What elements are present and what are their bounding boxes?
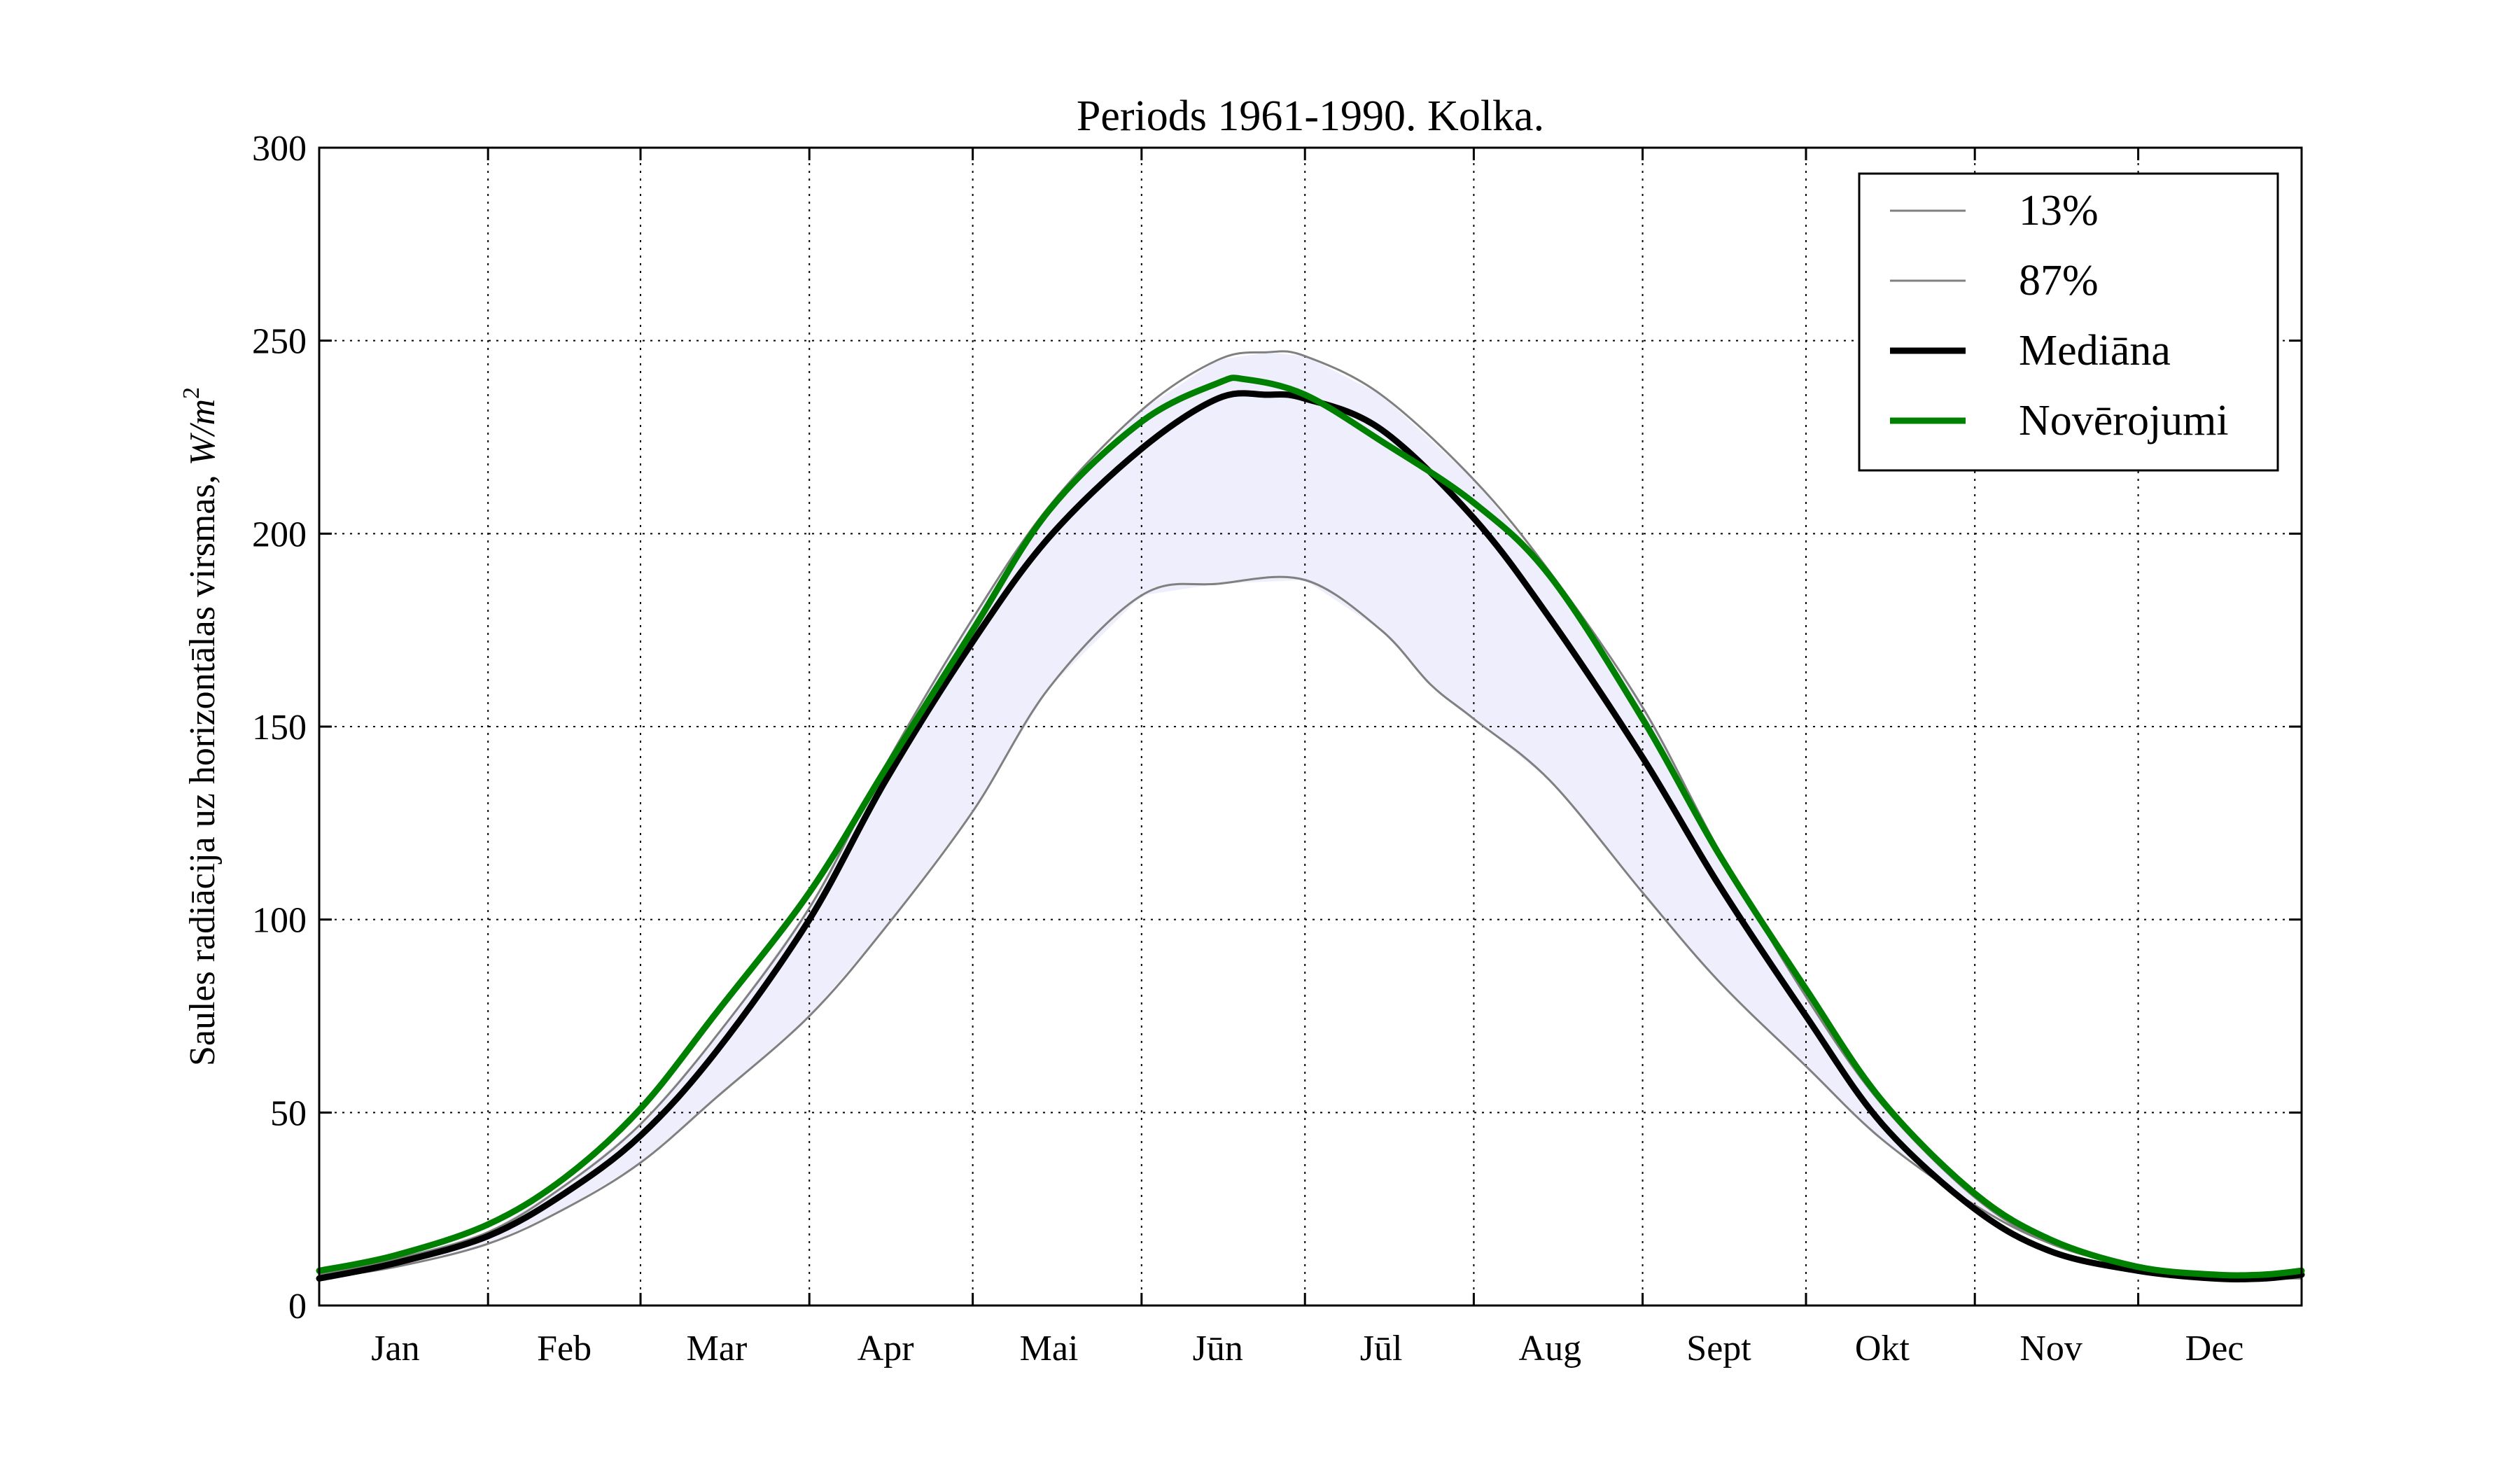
percentile-band-fill — [319, 352, 2302, 1279]
tick-layer: 0 50 100 150 200 250 300 Jan Feb Mar Apr Mai Jūn Jūl A… — [252, 129, 2302, 1368]
x-tick-label: Dec — [2185, 1329, 2244, 1368]
legend-label: Mediāna — [2019, 327, 2171, 374]
x-tick-label: Mar — [687, 1329, 748, 1368]
legend: 13% 87% Mediāna Novērojumi — [1858, 172, 2279, 472]
x-tick-label: Jūn — [1193, 1329, 1243, 1368]
legend-label: 13% — [2019, 187, 2099, 234]
y-tick-label: 250 — [252, 322, 307, 362]
y-tick-label: 100 — [252, 901, 307, 941]
x-tick-label: Feb — [537, 1329, 592, 1368]
x-tick-label: Okt — [1855, 1329, 1910, 1368]
y-tick-label: 200 — [252, 514, 307, 554]
x-tick-label: Aug — [1519, 1329, 1582, 1368]
x-tick-label: Apr — [858, 1329, 914, 1368]
y-tick-label: 0 — [288, 1287, 307, 1326]
y-axis-label: Saules radiācija uz horizontālas virsmas… — [178, 387, 223, 1066]
legend-label: 87% — [2019, 257, 2099, 304]
y-tick-label: 150 — [252, 708, 307, 748]
legend-label: Novērojumi — [2019, 397, 2229, 444]
x-tick-label: Nov — [2019, 1329, 2082, 1368]
x-tick-label: Sept — [1686, 1329, 1751, 1368]
x-tick-label: Jūl — [1360, 1329, 1403, 1368]
chart-title: Periods 1961-1990. Kolka. — [1077, 92, 1544, 140]
percentile-band-layer — [319, 352, 2302, 1279]
x-tick-label: Mai — [1020, 1329, 1079, 1368]
y-tick-label: 50 — [270, 1093, 307, 1133]
x-tick-label: Jan — [371, 1329, 419, 1368]
series-line-observations — [316, 374, 2305, 1279]
series-line-median — [316, 390, 2305, 1282]
series-layer — [316, 350, 2305, 1282]
y-tick-label: 300 — [252, 129, 307, 169]
